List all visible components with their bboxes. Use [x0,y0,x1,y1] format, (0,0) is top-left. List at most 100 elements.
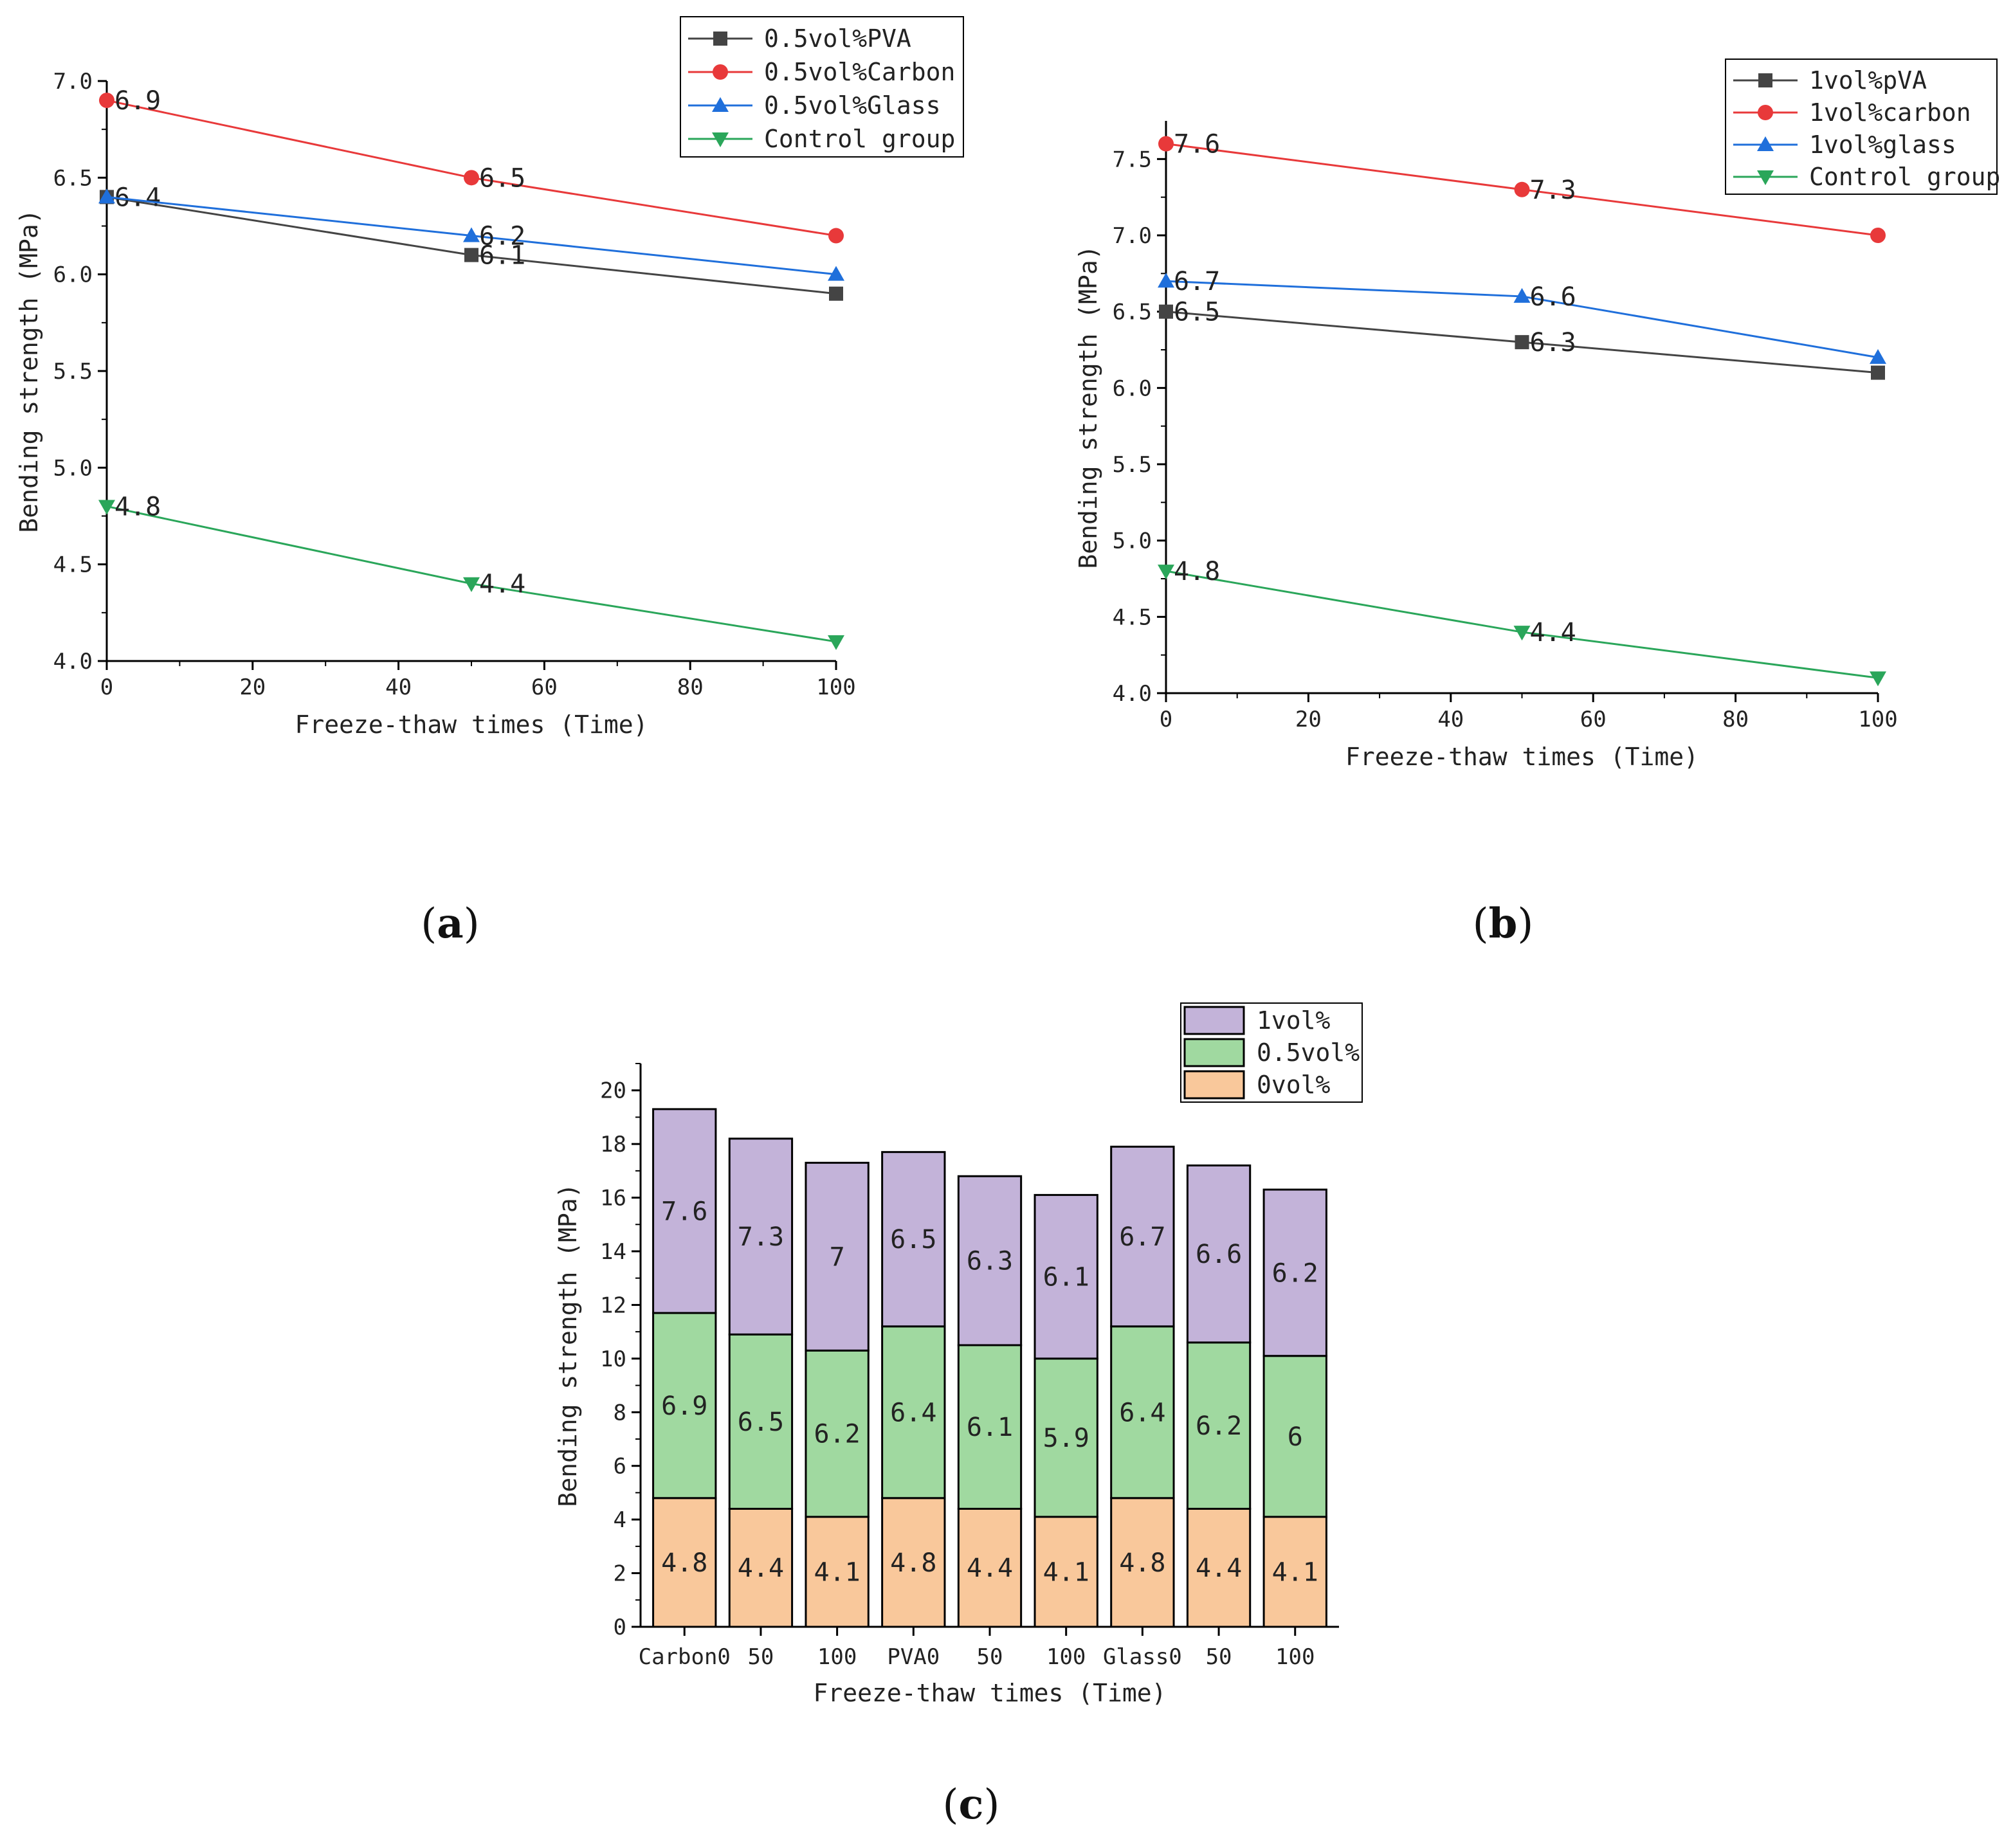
data-label: 7.3 [1530,176,1576,205]
data-point [828,266,844,281]
data-point [464,248,478,262]
bar-label: 4.4 [1196,1554,1242,1583]
y-tick-label: 2 [614,1561,626,1587]
legend-label: 1vol% [1257,1006,1331,1035]
bar-label: 4.8 [661,1548,707,1578]
bar-label: 6.2 [1272,1258,1318,1288]
bar-segment-2 [1186,1164,1252,1344]
bar-label: 4.1 [1043,1557,1089,1587]
bar-label: 6.4 [1119,1398,1165,1427]
data-point [1158,136,1174,152]
bar-segment-1 [1262,1355,1327,1518]
data-point [99,93,114,109]
y-tick-label: 6.5 [53,165,93,191]
data-point [463,227,480,242]
panel-label-a-letter: a [437,900,463,948]
legend: 1vol% 0.5vol% 0vol% [1180,1002,1363,1103]
x-tick-label: PVA0 [887,1644,940,1670]
data-point [1870,671,1886,687]
legend-swatch [1183,1070,1245,1100]
panel-label-c: (c) [943,1780,1000,1829]
legend-marker [712,132,729,147]
x-tick-label: 40 [1437,707,1464,732]
x-tick-label: 20 [239,675,266,700]
x-tick-label: 80 [1722,707,1749,732]
x-tick-label: 50 [747,1644,774,1670]
legend-label: 1vol%pVA [1809,66,1927,95]
data-label: 4.8 [114,492,161,521]
legend: 1vol%pVA 1vol%carbon 1vol%glass Control gro… [1725,59,2000,195]
y-tick-label: 4.5 [53,552,93,578]
bar-label: 4.8 [890,1548,936,1578]
legend-label: 1vol%glass [1809,131,1956,159]
data-point [98,500,115,515]
data-label: 4.4 [1530,618,1576,648]
data-point [98,188,115,204]
legend-marker [713,64,728,80]
bar-label: 6.5 [890,1225,936,1255]
y-tick-label: 10 [600,1346,626,1372]
bar-segment-2 [881,1151,946,1328]
y-tick-label: 5.5 [53,359,93,385]
y-tick-label: 4.0 [53,649,93,675]
data-label: 6.3 [1530,328,1576,358]
bar-label: 7 [830,1242,845,1272]
bar-label: 4.1 [814,1557,860,1587]
bar-label: 6.5 [738,1408,784,1437]
y-axis-title: Bending strength (MPa) [15,209,43,532]
bar-segment-1 [957,1344,1023,1510]
bar-segment-2 [652,1108,717,1314]
y-tick-label: 5.5 [1113,452,1152,478]
series-line-3 [106,505,837,643]
y-tick-label: 4.0 [1113,681,1152,707]
y-tick-label: 4.5 [1113,604,1152,630]
data-label: 6.5 [479,163,525,193]
data-point [1871,365,1885,380]
bar-label: 6.9 [661,1391,707,1421]
data-point [828,228,844,244]
data-label: 4.4 [479,570,525,599]
data-point [1158,273,1174,288]
y-tick-label: 20 [600,1078,626,1104]
bar-label: 6.1 [1043,1263,1089,1292]
legend-swatch [1183,1006,1245,1035]
bar-segment-1 [1186,1341,1252,1510]
y-tick-label: 6.0 [53,262,93,288]
bar-segment-1 [881,1325,946,1499]
legend-label: 0.5vol%PVA [764,24,911,53]
x-tick-label: 0 [100,675,113,700]
data-point [463,577,480,592]
legend-marker [1757,170,1774,185]
data-label: 6.1 [479,241,525,271]
bar-label: 6.4 [890,1398,936,1427]
y-tick-label: 5.0 [1113,529,1152,554]
bar-label: 7.6 [661,1197,707,1226]
x-axis-title: Freeze-thaw times (Time) [1345,743,1699,771]
data-point [1515,335,1529,350]
y-tick-label: 8 [614,1400,626,1426]
bar-label: 7.3 [738,1222,784,1252]
legend-label: 0vol% [1257,1071,1331,1099]
legend-label: 0.5vol%Glass [764,91,941,120]
bar-segment-0 [881,1497,946,1628]
bar-segment-0 [1262,1516,1327,1628]
legend-label: 1vol%carbon [1809,98,1971,127]
x-tick-label: 100 [1046,1644,1086,1670]
legend-marker [1758,73,1772,87]
x-tick-label: 80 [677,675,704,700]
y-tick-label: 14 [600,1239,626,1265]
series-line-3 [1165,570,1879,679]
x-tick-label: 50 [977,1644,1003,1670]
y-tick-label: 4 [614,1507,626,1533]
chart-b: 0 20 40 60 80 100 4.0 4.5 5.0 5.5 6.0 6.5 7.0 7.5 Free… [1074,59,2000,771]
x-tick-label: 20 [1295,707,1322,732]
panel-label-a: (a) [421,900,479,948]
bar-segment-2 [805,1161,870,1352]
legend-marker [1757,136,1774,151]
bar-label: 6.7 [1119,1222,1165,1252]
y-tick-label: 7.0 [1113,223,1152,249]
bar-segment-1 [1110,1325,1175,1499]
legend-marker [1758,105,1773,120]
bar-segment-0 [1186,1507,1252,1628]
